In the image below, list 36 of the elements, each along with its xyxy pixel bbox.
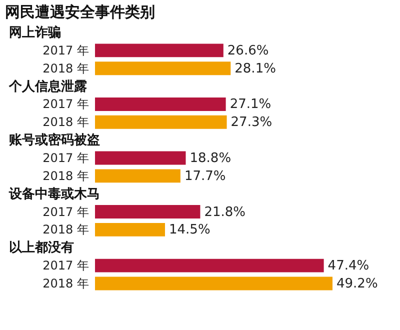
data-label: 27.1% (230, 97, 272, 112)
data-label: 18.8% (190, 151, 232, 166)
data-label: 17.7% (184, 168, 226, 184)
chart-title: 网民遭遇安全事件类别 (5, 3, 155, 21)
y-tick-label: 账号或密码被盗 (8, 132, 100, 148)
bar (95, 62, 231, 76)
series-label: 2018 年 (42, 61, 89, 76)
text: 2017 年 (42, 204, 89, 219)
data-label: 26.6% (227, 43, 269, 58)
y-tick-label: 设备中毒或木马 (8, 186, 100, 202)
data-label: 49.2% (336, 276, 378, 292)
text: 2018 年 (42, 168, 89, 183)
bar (95, 222, 165, 236)
data-label: 27.3% (230, 115, 272, 130)
bar (95, 98, 226, 111)
data-label: 28.1% (234, 61, 276, 76)
bar (95, 115, 227, 129)
text: 2018 年 (42, 222, 89, 237)
bar (95, 276, 332, 290)
y-tick-label: 网上诈骗 (9, 24, 61, 41)
text: 2017 年 (42, 258, 89, 273)
y-tick-label: 以上都没有 (9, 240, 74, 256)
text: 2017 年 (42, 97, 89, 112)
bar (95, 151, 186, 165)
data-label: 21.8% (204, 204, 246, 220)
y-tick-label: 个人信息泄露 (8, 78, 87, 94)
bar (95, 44, 224, 58)
text: 2018 年 (42, 276, 89, 290)
bar (95, 169, 180, 183)
series-label: 2017 年 (42, 43, 89, 58)
text: 2018 年 (42, 115, 89, 130)
bar (95, 258, 324, 272)
data-label: 47.4% (328, 258, 370, 274)
text: 2017 年 (42, 151, 89, 165)
bar (95, 205, 200, 218)
data-label: 14.5% (168, 222, 210, 238)
